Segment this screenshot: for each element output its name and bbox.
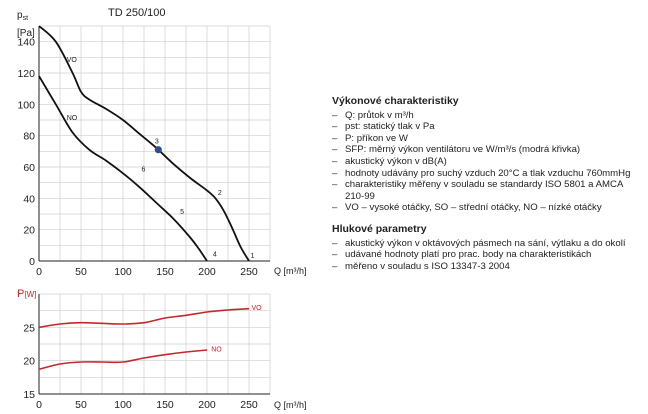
series-label-no: NO [67,115,78,122]
y-tick-label: 15 [23,389,35,401]
x-tick-label: 150 [156,266,174,278]
power-axis-label: P[W] [17,288,36,300]
y-tick-label: 120 [17,68,35,80]
noise-list: akustický výkon v oktávových pásmech na … [332,238,644,273]
x-tick-label: 0 [36,266,42,278]
y-tick-label: 20 [23,356,35,368]
performance-item: P: příkon ve W [332,133,644,145]
curve-point-label: 3 [155,139,159,146]
curve-point-label: 4 [213,251,217,258]
power-x-axis-label: Q [m³/h] [274,400,307,410]
pressure-curve-labels: 1 2 3 4 5 6 [141,139,254,260]
x-tick-label: 200 [198,399,216,411]
series-line-no [38,349,208,371]
series-line-no [38,75,208,262]
x-tick-label: 250 [240,399,258,411]
performance-item: charakteristiky měřeny v souladu se stan… [332,179,644,202]
x-tick-label: 250 [240,266,258,278]
noise-item: udávané hodnoty platí pro prac. body na … [332,249,644,261]
performance-item: pst: statický tlak v Pa [332,121,644,133]
x-tick-label: 100 [114,399,132,411]
performance-item: akustický výkon v dB(A) [332,156,644,168]
x-tick-label: 0 [36,399,42,411]
legend-panel: Výkonové charakteristiky Q: průtok v m³/… [332,95,644,273]
noise-item: akustický výkon v oktávových pásmech na … [332,238,644,250]
series-line-vo [38,307,250,329]
noise-title: Hlukové parametry [332,222,427,235]
series-label-vo: VO [67,57,78,64]
power-x-ticks: 0 50 100 150 200 250 [36,399,258,411]
pressure-axis-unit: [Pa] [17,28,35,39]
power-grid [38,293,271,395]
y-tick-label: 40 [23,193,35,205]
performance-title: Výkonové charakteristiky [332,95,459,107]
y-tick-label: 80 [23,131,35,143]
x-tick-label: 200 [198,266,216,278]
x-tick-label: 50 [75,399,87,411]
performance-item: hodnoty udávány pro suchý vzduch 20°C a … [332,168,644,180]
x-tick-label: 100 [114,266,132,278]
curve-point-label: 2 [218,190,222,197]
performance-item: SFP: měrný výkon ventilátoru ve W/m³/s (… [332,144,644,156]
performance-item: Q: průtok v m³/h [332,110,644,122]
performance-list: Q: průtok v m³/hpst: statický tlak v PaP… [332,110,644,214]
series-label-no: NO [211,346,222,353]
power-series: VO NO [38,305,263,371]
x-tick-label: 150 [156,399,174,411]
y-tick-label: 140 [17,37,35,49]
y-tick-label: 25 [23,322,35,334]
noise-item: měřeno v souladu s ISO 13347-3 2004 [332,261,644,273]
x-tick-label: 50 [75,266,87,278]
performance-item: VO – vysoké otáčky, SO – střední otáčky,… [332,202,644,214]
y-tick-label: 100 [17,99,35,111]
pressure-x-axis-label: Q [m³/h] [274,266,307,276]
y-tick-label: 0 [29,256,35,268]
pressure-grid [38,25,271,262]
pressure-axis-label: pst [17,10,28,22]
power-y-ticks: 15 20 25 [23,322,35,401]
curve-point-label: 1 [251,253,255,260]
curve-point-label: 6 [141,167,145,174]
pressure-x-ticks: 0 50 100 150 200 250 [36,266,258,278]
operating-point-marker [154,146,162,154]
chart-title: TD 250/100 [108,7,165,19]
pressure-y-ticks: 0 20 40 60 80 100 120 140 [17,37,35,268]
series-label-vo: VO [252,305,263,312]
curve-point-label: 5 [180,209,184,216]
y-tick-label: 20 [23,225,35,237]
y-tick-label: 60 [23,162,35,174]
